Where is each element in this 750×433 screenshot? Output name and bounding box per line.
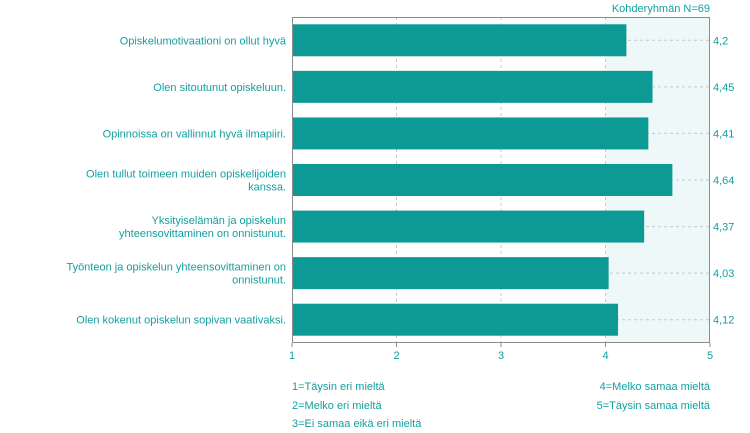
legend-left-3: 3=Ei samaa eikä eri mieltä bbox=[292, 418, 422, 430]
category-label: Opiskelumotivaationi on ollut hyvä bbox=[120, 35, 287, 47]
value-label: 4,03 bbox=[713, 268, 734, 280]
bar bbox=[292, 210, 645, 243]
x-tick-label: 1 bbox=[289, 350, 295, 362]
category-label: Olen tullut toimeen muiden opiskelijoide… bbox=[86, 169, 286, 181]
value-label: 4,37 bbox=[713, 222, 734, 234]
value-label: 4,12 bbox=[713, 315, 734, 327]
legend-left-1: 1=Täysin eri mieltä bbox=[292, 381, 385, 393]
plot-frame bbox=[292, 17, 710, 343]
category-label: kanssa. bbox=[248, 182, 286, 194]
value-label: 4,2 bbox=[713, 35, 728, 47]
category-label: yhteensovittaminen on onnistunut. bbox=[119, 228, 286, 240]
bar bbox=[292, 164, 673, 196]
bar bbox=[292, 70, 653, 103]
value-label: 4,64 bbox=[713, 175, 734, 187]
x-tick-label: 4 bbox=[602, 350, 608, 362]
bar bbox=[292, 303, 619, 336]
legend-right-5: 5=Täysin samaa mieltä bbox=[596, 400, 710, 412]
bar bbox=[292, 257, 609, 290]
value-label: 4,45 bbox=[713, 82, 734, 94]
group-size-label: Kohderyhmän N=69 bbox=[611, 3, 710, 15]
category-label: onnistunut. bbox=[232, 275, 286, 287]
x-tick-label: 5 bbox=[707, 350, 713, 362]
x-tick-label: 3 bbox=[498, 350, 504, 362]
category-label: Työnteon ja opiskelun yhteensovittaminen… bbox=[66, 262, 286, 274]
category-label: Yksityiselämän ja opiskelun bbox=[151, 215, 286, 227]
legend-left-2: 2=Melko eri mieltä bbox=[292, 400, 382, 412]
bar bbox=[292, 117, 649, 150]
legend-right-4: 4=Melko samaa mieltä bbox=[599, 381, 710, 393]
category-label: Olen sitoutunut opiskeluun. bbox=[153, 82, 286, 94]
bar bbox=[292, 24, 627, 57]
value-label: 4,41 bbox=[713, 128, 734, 140]
category-label: Opinnoissa on vallinnut hyvä ilmapiiri. bbox=[103, 128, 286, 140]
x-tick-label: 2 bbox=[393, 350, 399, 362]
category-label: Olen kokenut opiskelun sopivan vaativaks… bbox=[76, 315, 286, 327]
